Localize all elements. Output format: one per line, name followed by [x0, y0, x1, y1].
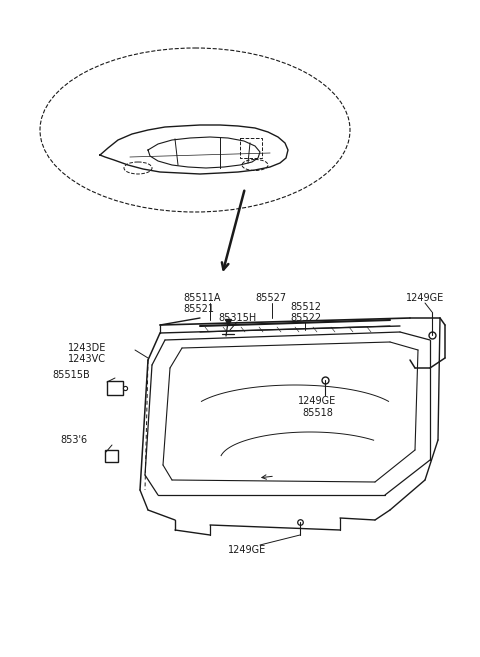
Text: 1249GE: 1249GE: [406, 293, 444, 303]
Text: 85512: 85512: [290, 302, 321, 312]
Text: 85527: 85527: [255, 293, 286, 303]
Text: 85315H: 85315H: [218, 313, 256, 323]
Text: 1243VC: 1243VC: [68, 354, 106, 364]
Text: 85518: 85518: [302, 408, 333, 418]
Text: 85521: 85521: [183, 304, 214, 314]
Text: 85522: 85522: [290, 313, 321, 323]
Bar: [240, 138, 262, 158]
Text: 85511A: 85511A: [183, 293, 220, 303]
Text: 1249GE: 1249GE: [298, 396, 336, 406]
Text: 1249GE: 1249GE: [228, 545, 266, 555]
Text: 85515B: 85515B: [52, 370, 90, 380]
Text: 1243DE: 1243DE: [68, 343, 107, 353]
Text: 853'6: 853'6: [60, 435, 87, 445]
